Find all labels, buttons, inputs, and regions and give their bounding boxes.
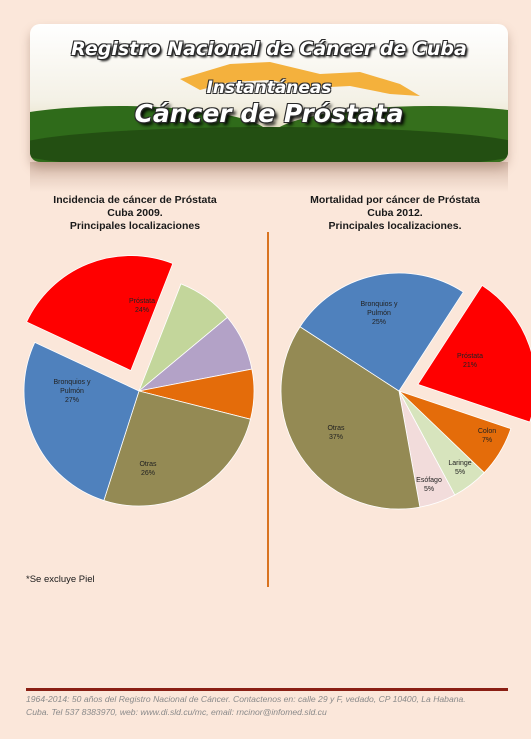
pie-slice-prostata — [26, 255, 174, 372]
data-label-prostata: Próstata 24% — [129, 298, 155, 314]
chart-1-title-line: Principales localizaciones — [69, 220, 201, 232]
banner-title: Registro Nacional de Cáncer de Cuba — [71, 38, 467, 60]
banner-main-title: Cáncer de Próstata — [134, 99, 404, 128]
data-label-prostata: Próstata 21% — [457, 353, 483, 369]
incidence-pie-chart: Próstata24%Laringe8%Boca8%Colon7%Otras26… — [23, 255, 255, 507]
data-label-esofago: Esófago 5% — [416, 477, 442, 493]
banner-subtitle: Instantáneas — [206, 78, 332, 98]
footer-line: Cuba. Tel 537 8383970, web: www.di.sld.c… — [26, 707, 327, 717]
footer-contact: 1964-2014: 50 años del Registro Nacional… — [26, 693, 506, 719]
pie-slice-prostata — [417, 284, 531, 423]
data-label-otras: Otras 37% — [327, 425, 345, 441]
banner-landscape-image — [30, 62, 508, 162]
pie-slice-bronquios-y-pulmon — [299, 272, 464, 392]
footnote: *Se excluye Piel — [26, 574, 95, 585]
cuba-map-icon — [180, 62, 420, 96]
chart-2-title-line: Cuba 2012. — [367, 207, 423, 219]
header-banner: Registro Nacional de Cáncer de Cuba Inst… — [30, 24, 508, 162]
data-label-bronquios-y-pulmon: Bronquios y Pulmón 25% — [361, 301, 398, 326]
pie-slice-otras — [103, 390, 251, 507]
banner-reflection — [30, 162, 508, 192]
chart-2-title-line: Mortalidad por cáncer de Próstata — [310, 194, 480, 206]
pie-slice-bronquios-y-pulmon — [23, 341, 140, 501]
chart-1-title: Incidencia de cáncer de Próstata Cuba 20… — [40, 194, 230, 233]
chart-1-title-line: Incidencia de cáncer de Próstata — [53, 194, 217, 206]
pie-slice-otras — [280, 326, 421, 510]
data-label-otras: Otras 26% — [139, 461, 157, 477]
data-label-laringe: Laringe 5% — [448, 460, 471, 476]
column-divider — [267, 232, 269, 587]
data-label-bronquios-y-pulmon: Bronquios y Pulmón 27% — [54, 379, 91, 404]
chart-1-title-line: Cuba 2009. — [107, 207, 163, 219]
footer-line: 1964-2014: 50 años del Registro Nacional… — [26, 694, 466, 704]
chart-2-title: Mortalidad por cáncer de Próstata Cuba 2… — [300, 194, 490, 233]
chart-2-title-line: Principales localizaciones. — [328, 220, 462, 232]
footer-rule — [26, 688, 508, 691]
mortality-pie-chart: Próstata 21% Colon 7% Laringe 5% Esófago 5% Otra… — [280, 272, 531, 510]
